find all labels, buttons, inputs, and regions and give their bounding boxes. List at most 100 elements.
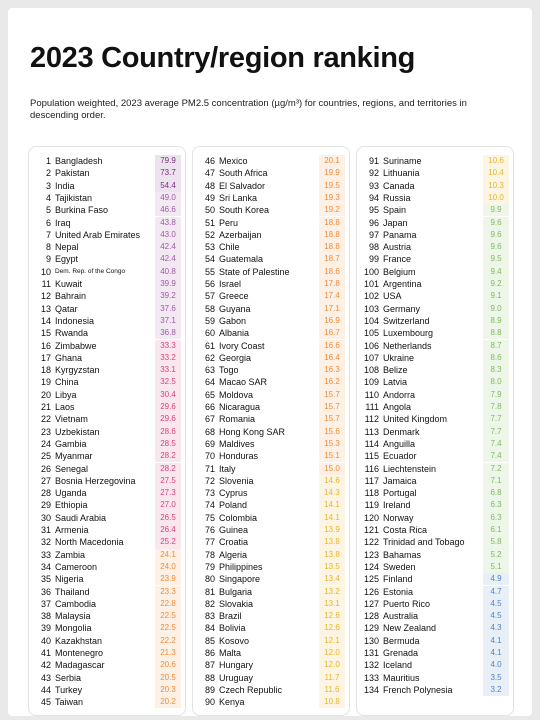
pm25-value: 43.8 xyxy=(155,216,181,229)
country: Malaysia xyxy=(55,611,91,622)
pm25-value: 10.8 xyxy=(319,696,345,709)
pm25-value: 43.0 xyxy=(155,228,181,242)
country: Iceland xyxy=(383,660,413,671)
rank: 13 xyxy=(40,303,51,314)
country: Gabon xyxy=(219,315,247,326)
country: Kuwait xyxy=(55,279,83,289)
table-row: 54 Guatemala 18.7 xyxy=(193,253,349,266)
rank: 37 xyxy=(40,598,51,609)
table-row: 82 Slovakia 13.1 xyxy=(193,597,349,611)
table-row: 59 Gabon 16.9 xyxy=(193,314,349,328)
rank: 109 xyxy=(363,377,379,388)
table-row: 81 Bulgaria 13.2 xyxy=(193,585,349,598)
country: Laos xyxy=(55,402,75,412)
country: Madagascar xyxy=(55,660,105,671)
table-row: 4 Tajikistan 49.0 xyxy=(29,191,185,205)
table-row: 120 Norway 6.3 xyxy=(357,511,513,524)
pm25-value: 36.8 xyxy=(155,327,181,340)
pm25-value: 27.5 xyxy=(155,474,181,488)
pm25-value: 27.3 xyxy=(155,487,181,500)
rank: 45 xyxy=(40,697,51,708)
country: Germany xyxy=(383,303,421,314)
pm25-value: 14.6 xyxy=(319,474,345,488)
table-row: 104 Switzerland 8.9 xyxy=(357,314,513,328)
country: Sweden xyxy=(383,561,416,572)
pm25-value: 29.6 xyxy=(155,413,181,426)
rank: 121 xyxy=(363,525,379,535)
country: French Polynesia xyxy=(383,684,453,695)
table-row: 113 Denmark 7.7 xyxy=(357,425,513,438)
pm25-value: 37.1 xyxy=(155,314,181,328)
table-row: 98 Austria 9.6 xyxy=(357,241,513,254)
table-row: 21 Laos 29.6 xyxy=(29,401,185,414)
rank: 95 xyxy=(368,205,379,216)
country: Ghana xyxy=(55,352,83,363)
table-row: 41 Montenegro 21.3 xyxy=(29,647,185,660)
rank: 94 xyxy=(368,192,379,203)
pm25-value: 10.4 xyxy=(483,167,509,180)
country: Guinea xyxy=(219,525,249,535)
table-row: 16 Zimbabwe 33.3 xyxy=(29,339,185,352)
country: Myanmar xyxy=(55,451,93,462)
pm25-value: 12.6 xyxy=(319,622,345,635)
table-row: 124 Sweden 5.1 xyxy=(357,560,513,574)
rank: 61 xyxy=(204,340,215,351)
table-row: 100 Belgium 9.4 xyxy=(357,265,513,278)
rank: 106 xyxy=(363,340,379,351)
country: Nepal xyxy=(55,242,79,253)
rank: 74 xyxy=(204,500,215,511)
country: Georgia xyxy=(219,352,252,363)
country: Singapore xyxy=(219,574,261,585)
rank: 43 xyxy=(40,672,51,683)
rank: 20 xyxy=(40,389,51,400)
pm25-value: 4.9 xyxy=(483,573,509,586)
pm25-value: 6.1 xyxy=(483,524,509,537)
country: Grenada xyxy=(383,648,419,658)
pm25-value: 39.2 xyxy=(155,290,181,303)
pm25-value: 14.1 xyxy=(319,511,345,524)
rank: 12 xyxy=(40,291,51,302)
table-row: 99 France 9.5 xyxy=(357,253,513,266)
rank: 130 xyxy=(363,635,379,646)
pm25-value: 4.7 xyxy=(483,585,509,598)
country: Senegal xyxy=(55,463,89,474)
country: Uganda xyxy=(55,488,87,499)
rank: 52 xyxy=(204,229,215,240)
rank: 40 xyxy=(40,635,51,646)
rank: 46 xyxy=(204,156,215,166)
country: Portugal xyxy=(383,488,417,499)
country: Slovenia xyxy=(219,475,254,486)
rank: 67 xyxy=(204,414,215,425)
pm25-value: 6.3 xyxy=(483,499,509,512)
rank: 10 xyxy=(40,266,51,277)
country: South Africa xyxy=(219,168,268,179)
country: Cameroon xyxy=(55,561,98,572)
country: Chile xyxy=(219,242,240,253)
rank: 99 xyxy=(368,254,379,265)
country: Ukraine xyxy=(383,352,415,363)
rank: 124 xyxy=(363,561,379,572)
country: Hong Kong SAR xyxy=(219,426,286,437)
country: Maldives xyxy=(219,438,255,449)
country: Moldova xyxy=(219,389,254,400)
pm25-value: 9.5 xyxy=(483,253,509,266)
table-row: 44 Turkey 20.3 xyxy=(29,683,185,697)
country: Suriname xyxy=(383,156,422,166)
table-row: 29 Ethiopia 27.0 xyxy=(29,499,185,512)
pm25-value: 6.8 xyxy=(483,487,509,500)
country: Philippines xyxy=(219,561,263,572)
table-row: 27 Bosnia Herzegovina 27.5 xyxy=(29,474,185,488)
table-row: 3 India 54.4 xyxy=(29,179,185,192)
table-row: 31 Armenia 26.4 xyxy=(29,524,185,537)
country: Albania xyxy=(219,328,250,339)
country: State of Palestine xyxy=(219,266,290,277)
rank: 78 xyxy=(204,549,215,560)
rank: 122 xyxy=(363,537,379,548)
pm25-value: 4.5 xyxy=(483,610,509,623)
pm25-value: 15.7 xyxy=(319,413,345,426)
table-row: 80 Singapore 13.4 xyxy=(193,573,349,586)
country: Guyana xyxy=(219,303,251,314)
table-row: 71 Italy 15.0 xyxy=(193,462,349,475)
table-row: 7 United Arab Emirates 43.0 xyxy=(29,228,185,242)
rank: 132 xyxy=(363,660,379,671)
